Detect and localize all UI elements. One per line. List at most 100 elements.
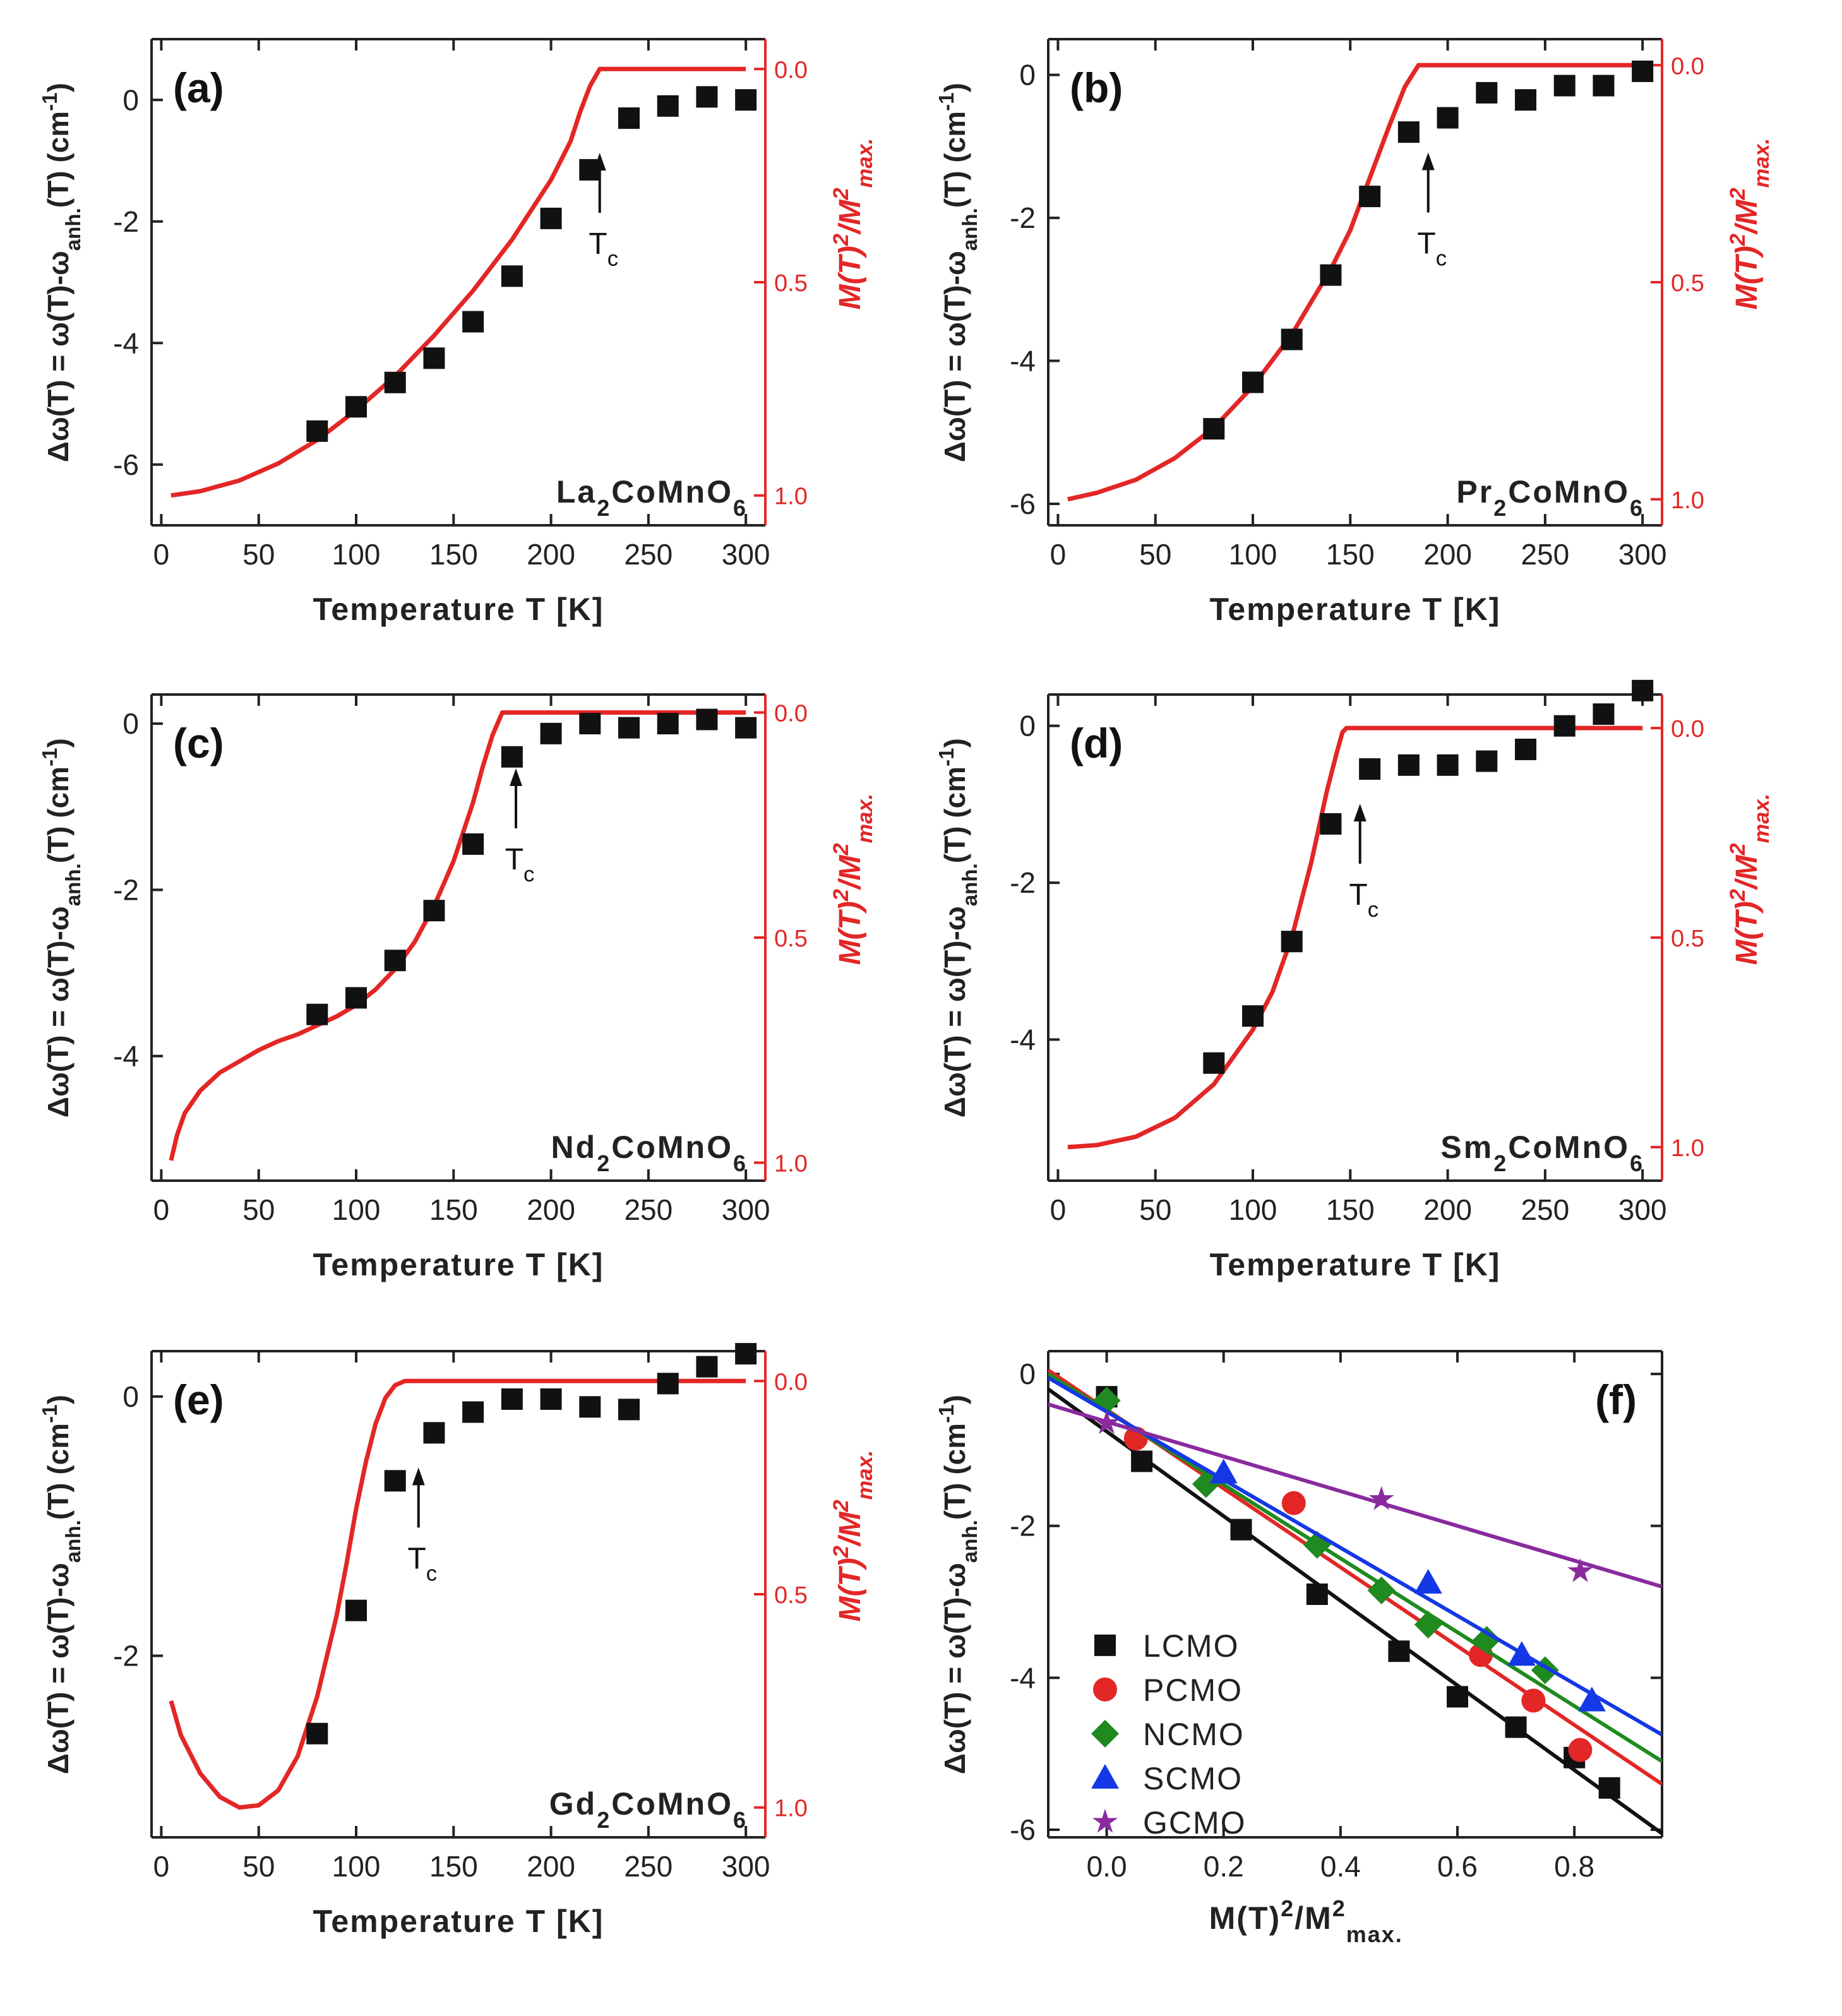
y-label-right: M(T)2/M2max. xyxy=(829,1450,877,1622)
legend-marker-pcmo xyxy=(1093,1677,1117,1702)
y-tick-label: -2 xyxy=(113,873,139,906)
x-tick-label: 100 xyxy=(1229,1193,1277,1226)
data-point xyxy=(657,1373,679,1395)
x-tick-label: 150 xyxy=(1326,538,1375,571)
x-tick-label: 0.8 xyxy=(1554,1850,1594,1883)
x-tick-label: 0 xyxy=(1050,538,1067,571)
y-tick-label: -2 xyxy=(1010,866,1036,899)
data-point xyxy=(1281,931,1303,953)
x-tick-label: 50 xyxy=(242,1850,275,1883)
data-point xyxy=(462,833,484,855)
x-tick-label: 100 xyxy=(332,1193,381,1226)
data-point-scmo xyxy=(1414,1568,1442,1594)
data-point xyxy=(1593,703,1615,725)
panel-label: (b) xyxy=(1070,64,1123,111)
x-label: M(T)2/M2max. xyxy=(1209,1895,1403,1947)
panel-c: 0 50 100 150 200 250 300 0 -2 -4 0.0 0.5 1.0 M(T)2/M2… xyxy=(39,693,877,1282)
data-point-gcmo xyxy=(1368,1486,1394,1510)
y-label-left: Δω(T) = ω(T)-ωanh.(T) (cm-1) xyxy=(935,83,982,462)
compound-label: Pr2CoMnO6 xyxy=(1456,474,1644,521)
data-point xyxy=(735,1343,757,1365)
y-label-left: Δω(T) = ω(T)-ωanh.(T) (cm-1) xyxy=(39,83,85,462)
y-tick-label: 0 xyxy=(123,707,139,740)
data-point xyxy=(1476,750,1498,772)
y-tick-label: -4 xyxy=(1010,1661,1036,1694)
x-tick-label: 100 xyxy=(332,538,381,571)
data-point xyxy=(1437,754,1459,776)
r-tick-label: 0.0 xyxy=(1671,716,1704,743)
y-tick-label: -4 xyxy=(113,1040,139,1073)
data-point xyxy=(423,347,445,369)
data-point-ncmo xyxy=(1367,1576,1396,1604)
x-tick-label: 50 xyxy=(1139,538,1171,571)
r-tick-label: 0.5 xyxy=(1671,926,1704,952)
y-label-left: Δω(T) = ω(T)-ωanh.(T) (cm-1) xyxy=(39,738,85,1118)
data-point xyxy=(501,746,523,768)
legend-marker-gcmo xyxy=(1092,1808,1118,1833)
r-tick-label: 0.5 xyxy=(774,926,808,952)
data-point xyxy=(618,107,640,129)
x-tick-label: 250 xyxy=(624,1193,673,1226)
data-point xyxy=(345,987,367,1009)
panel-label: (d) xyxy=(1070,720,1123,766)
data-point-pcmo xyxy=(1521,1688,1546,1713)
y-tick-label: -6 xyxy=(113,448,139,481)
y-tick-label: -4 xyxy=(1010,1023,1036,1056)
legend-label-ncmo: NCMO xyxy=(1143,1717,1245,1752)
r-tick-label: 0.5 xyxy=(1671,270,1704,297)
legend-marker-ncmo xyxy=(1091,1719,1119,1748)
data-point-pcmo xyxy=(1568,1738,1593,1762)
data-point xyxy=(1359,758,1381,780)
data-point xyxy=(1437,107,1459,129)
x-tick-label: 300 xyxy=(1618,538,1667,571)
data-point xyxy=(657,95,679,117)
data-point xyxy=(384,1470,406,1492)
y-label-right: M(T)2/M2max. xyxy=(1726,138,1774,310)
r-tick-label: 0.0 xyxy=(774,701,808,727)
x-tick-label: 0 xyxy=(1050,1193,1067,1226)
data-point xyxy=(501,1388,523,1410)
compound-label: Sm2CoMnO6 xyxy=(1440,1130,1644,1176)
legend-marker-lcmo xyxy=(1094,1634,1116,1656)
x-tick-label: 150 xyxy=(429,538,478,571)
r-tick-label: 0.0 xyxy=(1671,53,1704,80)
x-tick-label: 250 xyxy=(624,538,673,571)
y-label-left: Δω(T) = ω(T)-ωanh.(T) (cm-1) xyxy=(39,1395,85,1774)
fit-curve xyxy=(1067,725,1643,1150)
x-label: Temperature T [K] xyxy=(313,592,604,627)
fit-curve xyxy=(169,710,746,1161)
legend-label-lcmo: LCMO xyxy=(1143,1628,1239,1664)
data-point-ncmo xyxy=(1192,1470,1220,1498)
fit-curve xyxy=(1067,63,1643,502)
x-tick-label: 150 xyxy=(429,1850,478,1883)
x-tick-label: 200 xyxy=(527,1193,575,1226)
tc-label: Tc xyxy=(505,843,535,886)
data-point xyxy=(306,1722,328,1745)
data-point xyxy=(1632,60,1654,82)
r-tick-label: 1.0 xyxy=(774,484,808,510)
fit-curve xyxy=(170,66,746,498)
data-point xyxy=(384,950,406,972)
data-point xyxy=(1242,371,1264,393)
data-point xyxy=(1320,813,1342,835)
panel-label: (f) xyxy=(1595,1376,1637,1423)
legend-label-pcmo: PCMO xyxy=(1143,1673,1243,1708)
fit-curve xyxy=(169,1378,746,1810)
r-tick-label: 1.0 xyxy=(1671,487,1704,514)
data-point xyxy=(384,371,406,393)
data-point xyxy=(462,311,484,333)
y-tick-label: -6 xyxy=(1010,1813,1036,1846)
data-point xyxy=(696,86,718,108)
data-point xyxy=(696,708,718,731)
x-tick-label: 0.6 xyxy=(1437,1850,1478,1883)
data-point xyxy=(1553,75,1576,97)
panel-label: (e) xyxy=(173,1376,224,1423)
data-point xyxy=(345,1599,367,1621)
y-tick-label: 0 xyxy=(123,83,139,116)
x-tick-label: 0.2 xyxy=(1204,1850,1244,1883)
data-point-lcmo xyxy=(1598,1777,1620,1799)
data-point-lcmo xyxy=(1388,1640,1410,1662)
data-point xyxy=(1320,264,1342,286)
r-tick-label: 0.5 xyxy=(774,270,808,297)
